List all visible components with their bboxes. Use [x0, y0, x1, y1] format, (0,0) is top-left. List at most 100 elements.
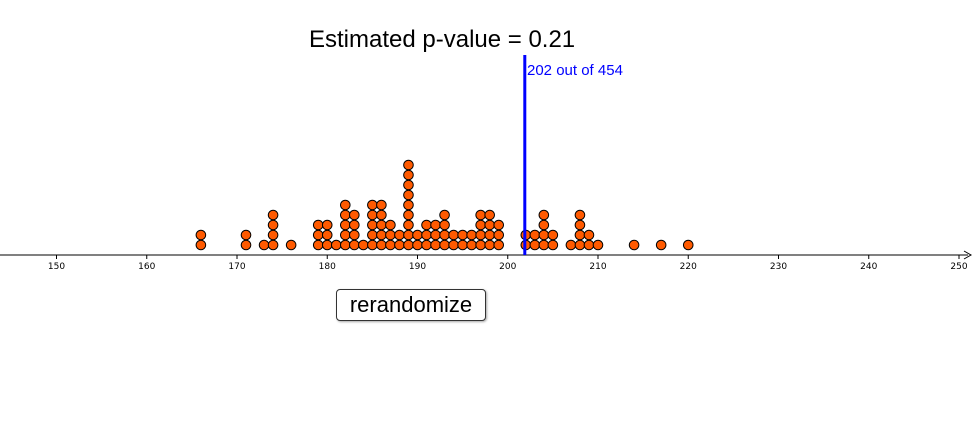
data-dot: [484, 219, 496, 231]
data-dot: [430, 219, 441, 231]
data-dot: [321, 219, 333, 231]
data-dot: [493, 229, 505, 241]
x-tick-label: 190: [409, 262, 426, 272]
data-dot: [439, 219, 450, 231]
data-dot: [195, 229, 207, 241]
data-dot: [457, 229, 468, 241]
x-axis-arrow: [963, 250, 973, 260]
data-dot: [330, 239, 342, 251]
data-dot: [592, 239, 604, 251]
data-dot: [385, 219, 396, 231]
x-tick-label: 220: [680, 262, 697, 272]
x-tick-label: 230: [770, 262, 787, 272]
data-dot: [376, 239, 387, 251]
dots-layer: [195, 159, 694, 251]
data-dot: [574, 219, 586, 231]
data-dot: [285, 239, 297, 251]
data-dot: [340, 219, 351, 231]
data-dot: [385, 239, 396, 251]
rerandomize-button[interactable]: rerandomize: [336, 289, 486, 321]
x-tick-label: 200: [499, 262, 516, 272]
data-dot: [267, 219, 279, 231]
x-tick-label: 250: [950, 262, 967, 272]
data-dot: [367, 239, 378, 251]
data-dot: [321, 229, 333, 241]
data-dot: [403, 209, 414, 221]
data-dot: [475, 229, 486, 241]
data-dot: [448, 229, 459, 241]
data-dot: [349, 209, 360, 221]
data-dot: [376, 199, 387, 211]
data-dot: [340, 199, 351, 211]
data-dot: [267, 239, 279, 251]
data-dot: [547, 239, 559, 251]
data-dot: [457, 239, 468, 251]
data-dot: [628, 239, 640, 251]
x-tick-label: 160: [138, 262, 155, 272]
data-dot: [403, 199, 414, 211]
data-dot: [358, 239, 369, 251]
data-dot: [538, 239, 550, 251]
data-dot: [367, 219, 378, 231]
data-dot: [267, 209, 279, 221]
data-dot: [421, 229, 432, 241]
data-dot: [412, 239, 423, 251]
data-dot: [367, 229, 378, 241]
data-dot: [583, 229, 595, 241]
data-dot: [538, 219, 550, 231]
data-dot: [439, 209, 450, 221]
data-dot: [439, 229, 450, 241]
data-dot: [258, 239, 270, 251]
data-dot: [529, 239, 541, 251]
data-dot: [475, 239, 486, 251]
data-dot: [403, 219, 414, 231]
data-dot: [340, 209, 351, 221]
data-dot: [312, 229, 324, 241]
data-dot: [240, 229, 252, 241]
data-dot: [421, 219, 432, 231]
x-axis: 150 160 170 180 190 200 210 220 230 240 250: [0, 250, 973, 272]
data-dot: [403, 239, 414, 251]
data-dot: [412, 229, 423, 241]
data-dot: [484, 209, 496, 221]
data-dot: [484, 229, 496, 241]
data-dot: [565, 239, 577, 251]
data-dot: [574, 209, 586, 221]
data-dot: [538, 209, 550, 221]
data-dot: [240, 239, 252, 251]
data-dot: [349, 229, 360, 241]
data-dot: [475, 219, 486, 231]
x-tick-label: 180: [319, 262, 336, 272]
x-tick-label: 210: [589, 262, 606, 272]
data-dot: [430, 239, 441, 251]
data-dot: [538, 229, 550, 241]
data-dot: [340, 239, 351, 251]
data-dot: [403, 169, 414, 181]
data-dot: [448, 239, 459, 251]
data-dot: [394, 239, 405, 251]
data-dot: [340, 229, 351, 241]
x-tick-label: 240: [860, 262, 877, 272]
data-dot: [312, 239, 324, 251]
x-tick-label: 150: [48, 262, 65, 272]
data-dot: [367, 199, 378, 211]
data-dot: [655, 239, 667, 251]
data-dot: [376, 209, 387, 221]
data-dot: [493, 219, 505, 231]
data-dot: [421, 239, 432, 251]
data-dot: [529, 229, 541, 241]
data-dot: [466, 239, 477, 251]
data-dot: [547, 229, 559, 241]
data-dot: [349, 239, 360, 251]
data-dot: [403, 159, 414, 171]
reference-line-label: 202 out of 454: [527, 62, 623, 79]
data-dot: [484, 239, 496, 251]
data-dot: [321, 239, 333, 251]
data-dot: [466, 229, 477, 241]
data-dot: [403, 229, 414, 241]
data-dot: [430, 229, 441, 241]
x-tick-label: 170: [228, 262, 245, 272]
data-dot: [682, 239, 694, 251]
data-dot: [574, 229, 586, 241]
data-dot: [267, 229, 279, 241]
